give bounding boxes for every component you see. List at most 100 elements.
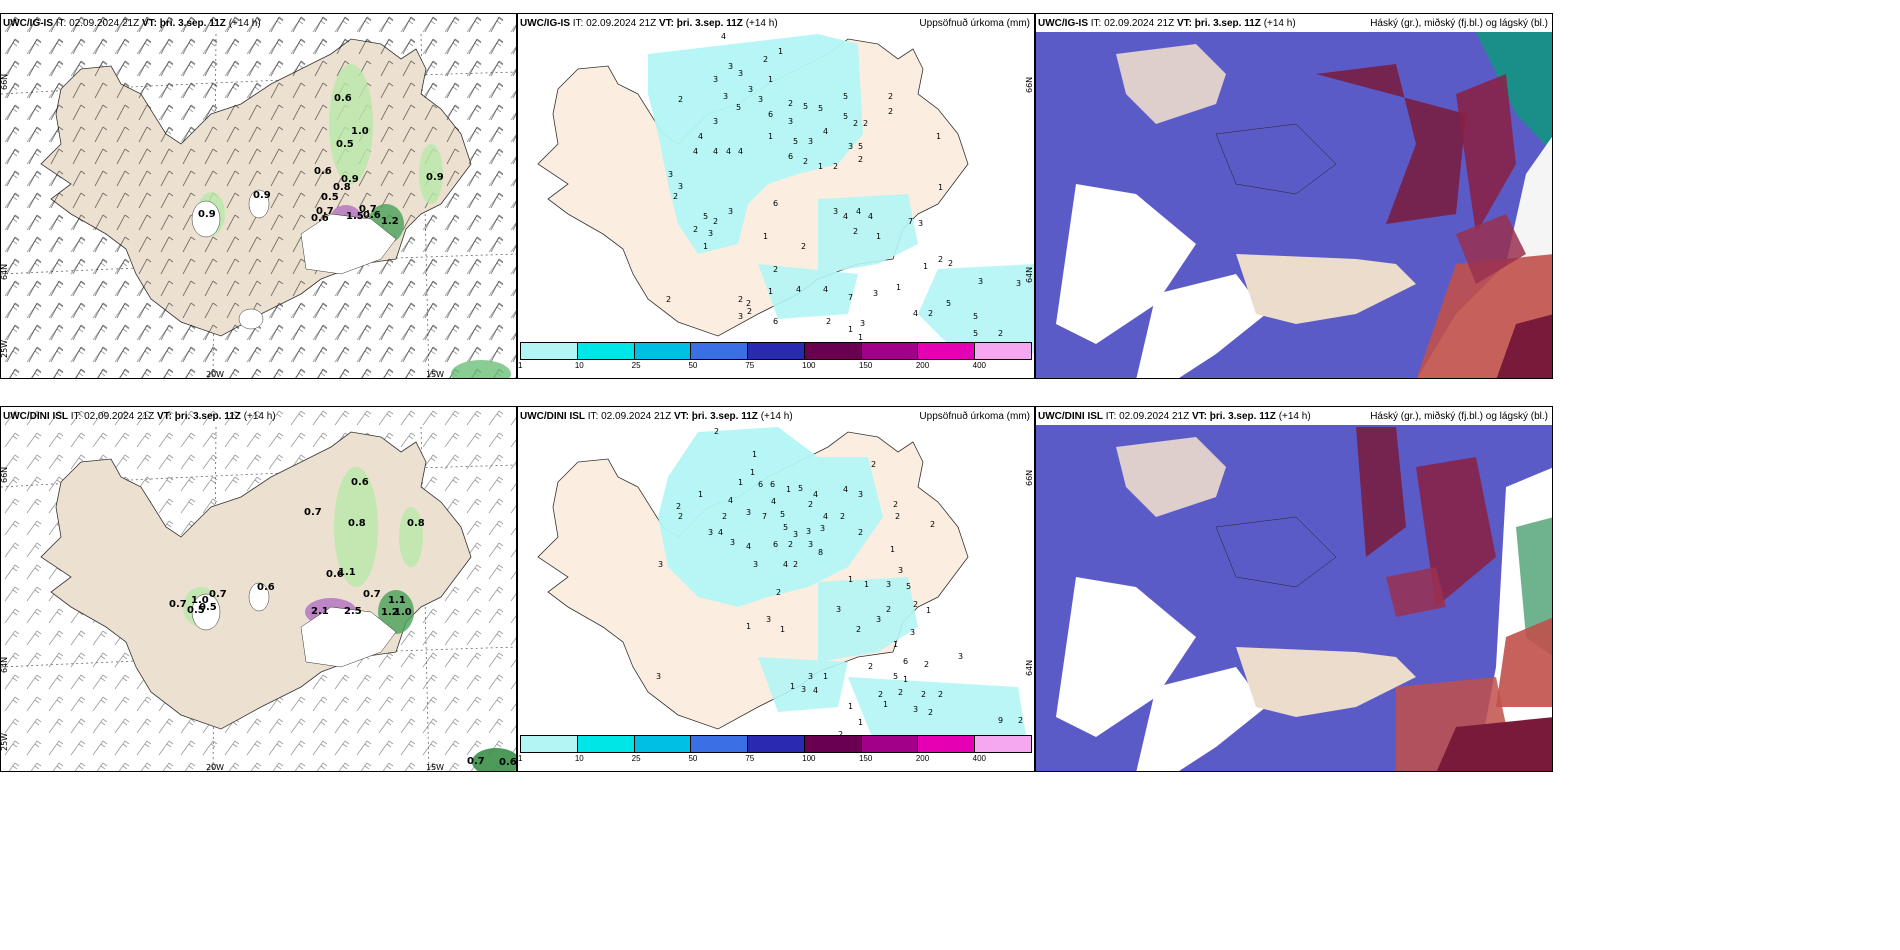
precip-value: 2 <box>763 55 768 64</box>
precip-value: 3 <box>713 75 718 84</box>
precip-value: 4 <box>771 497 776 506</box>
it-label: IT: <box>1105 411 1117 422</box>
precip-value: 2 <box>793 560 798 569</box>
colorbar-cell <box>861 342 919 360</box>
precip-value: 4 <box>713 147 718 156</box>
precip-value: 2 <box>788 540 793 549</box>
precip-value: 1 <box>768 287 773 296</box>
lead-time: (+14 h) <box>1278 411 1311 422</box>
gust-label: 1.0 <box>394 607 412 618</box>
precip-value: 2 <box>998 329 1003 338</box>
cloud-map <box>1036 32 1552 378</box>
precip-value: 1 <box>848 702 853 711</box>
colorbar-cell <box>804 735 862 753</box>
precip-value: 4 <box>721 32 726 41</box>
precip-value: 8 <box>818 548 823 557</box>
precip-value: 4 <box>693 147 698 156</box>
it-label: IT: <box>55 18 67 29</box>
gust-label: 1.1 <box>388 595 406 606</box>
colorbar-tick: 10 <box>574 754 584 763</box>
precip-value: 2 <box>858 155 863 164</box>
precip-value: 3 <box>746 508 751 517</box>
precip-value: 2 <box>826 317 831 326</box>
precip-value: 2 <box>893 500 898 509</box>
gust-label: 2.5 <box>344 606 362 617</box>
precip-value: 1 <box>926 606 931 615</box>
precip-value: 3 <box>858 490 863 499</box>
colorbar-labels: 1 10 25 50 75 100 150 200 400 <box>518 361 1032 371</box>
legend-title: Háský (gr.), miðský (fj.bl.) og lágský (… <box>1370 411 1548 422</box>
precip-value: 1 <box>790 682 795 691</box>
precip-value: 2 <box>895 512 900 521</box>
precip-value: 4 <box>796 285 801 294</box>
it-label: IT: <box>70 411 82 422</box>
colorbar-tick: 100 <box>802 754 816 763</box>
gust-label: 0.6 <box>314 166 332 177</box>
precip-value: 1 <box>778 47 783 56</box>
gust-label: 0.6 <box>257 582 275 593</box>
colorbar-cell <box>520 342 578 360</box>
precip-value: 5 <box>843 92 848 101</box>
precip-value: 1 <box>698 490 703 499</box>
precip-value: 1 <box>823 672 828 681</box>
lead-time: (+14 h) <box>243 411 276 422</box>
lat-label: 64N <box>1025 660 1034 676</box>
precip-value: 7 <box>908 217 913 226</box>
precip-value: 1 <box>818 162 823 171</box>
precip-value: 4 <box>783 560 788 569</box>
colorbar-tick: 150 <box>858 754 873 763</box>
precip-value: 5 <box>973 312 978 321</box>
lead-time: (+14 h) <box>228 18 261 29</box>
it-value: 02.09.2024 21Z <box>84 411 155 422</box>
precip-value: 4 <box>823 127 828 136</box>
gust-label: 2.1 <box>311 606 329 617</box>
precip-value: 4 <box>738 147 743 156</box>
it-value: 02.09.2024 21Z <box>1104 18 1175 29</box>
panel-header: UWC/DINI ISL IT: 02.09.2024 21Z VT: þri.… <box>518 407 1034 427</box>
precip-value: 2 <box>678 95 683 104</box>
precip-value: 3 <box>808 137 813 146</box>
vt-value: þri. 3.sep. 11Z <box>1194 18 1261 29</box>
precip-value: 3 <box>910 628 915 637</box>
colorbar-tick: 200 <box>915 361 930 370</box>
precip-value: 5 <box>783 523 788 532</box>
precip-colorbar <box>520 735 1033 753</box>
vt-label: VT: <box>1191 411 1207 422</box>
precip-value: 1 <box>903 675 908 684</box>
precip-value: 2 <box>776 588 781 597</box>
precip-value: 3 <box>748 85 753 94</box>
model-name: UWC/IG-IS <box>1038 18 1088 29</box>
precip-value: 4 <box>726 147 731 156</box>
precip-value: 2 <box>713 217 718 226</box>
precip-value: 3 <box>860 319 865 328</box>
colorbar-tick: 75 <box>745 361 755 370</box>
precip-value: 2 <box>803 157 808 166</box>
precip-value: 1 <box>938 183 943 192</box>
gust-label: 1.2 <box>381 216 399 227</box>
precip-value: 2 <box>856 625 861 634</box>
precip-value: 3 <box>808 672 813 681</box>
precip-value: 3 <box>766 615 771 624</box>
colorbar-cell <box>918 735 976 753</box>
precip-value: 5 <box>893 672 898 681</box>
lat-label: 64N <box>1 657 9 673</box>
precip-value: 5 <box>736 103 741 112</box>
precip-value: 5 <box>793 137 798 146</box>
precip-value: 3 <box>913 705 918 714</box>
colorbar-tick: 75 <box>745 754 755 763</box>
precip-value: 2 <box>938 255 943 264</box>
precip-value: 1 <box>848 325 853 334</box>
precip-value: 4 <box>698 132 703 141</box>
precip-value: 3 <box>713 117 718 126</box>
gust-label: 0.9 <box>341 174 359 185</box>
panel-cloud-bottom: UWC/DINI ISL IT: 02.09.2024 21Z VT: þri.… <box>1035 406 1553 772</box>
precip-value: 2 <box>722 512 727 521</box>
gust-label: 0.5 <box>321 192 339 203</box>
panel-header: UWC/IG-IS IT: 02.09.2024 21Z VT: þri. 3.… <box>1036 14 1552 34</box>
lead-time: (+14 h) <box>760 411 793 422</box>
model-name: UWC/DINI ISL <box>3 411 68 422</box>
precip-value: 2 <box>928 309 933 318</box>
precip-value: 2 <box>924 660 929 669</box>
lead-time: (+14 h) <box>745 18 778 29</box>
precip-value: 5 <box>703 212 708 221</box>
